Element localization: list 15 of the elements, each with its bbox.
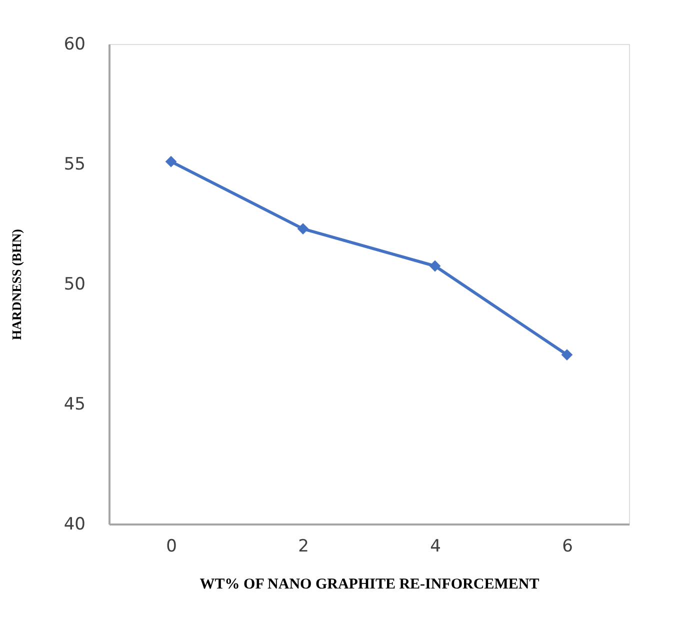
x-tick-label: 2 (298, 536, 309, 556)
y-tick-label: 45 (64, 394, 86, 414)
y-tick-label: 60 (64, 34, 86, 54)
point (429, 260, 441, 272)
point (297, 223, 309, 234)
y-tick-label: 50 (64, 274, 86, 294)
x-axis-title: WT% OF NANO GRAPHITE RE-INFORCEMENT (200, 576, 540, 592)
x-tick-label: 6 (562, 536, 573, 556)
y-axis-title: HARDNESS (BHN) (8, 229, 24, 340)
x-tick-label: 4 (430, 536, 441, 556)
x-tick-label: 0 (166, 536, 177, 556)
y-tick-label: 55 (64, 154, 86, 174)
point (165, 156, 177, 168)
point (561, 349, 573, 360)
y-tick-label: 40 (64, 514, 86, 534)
